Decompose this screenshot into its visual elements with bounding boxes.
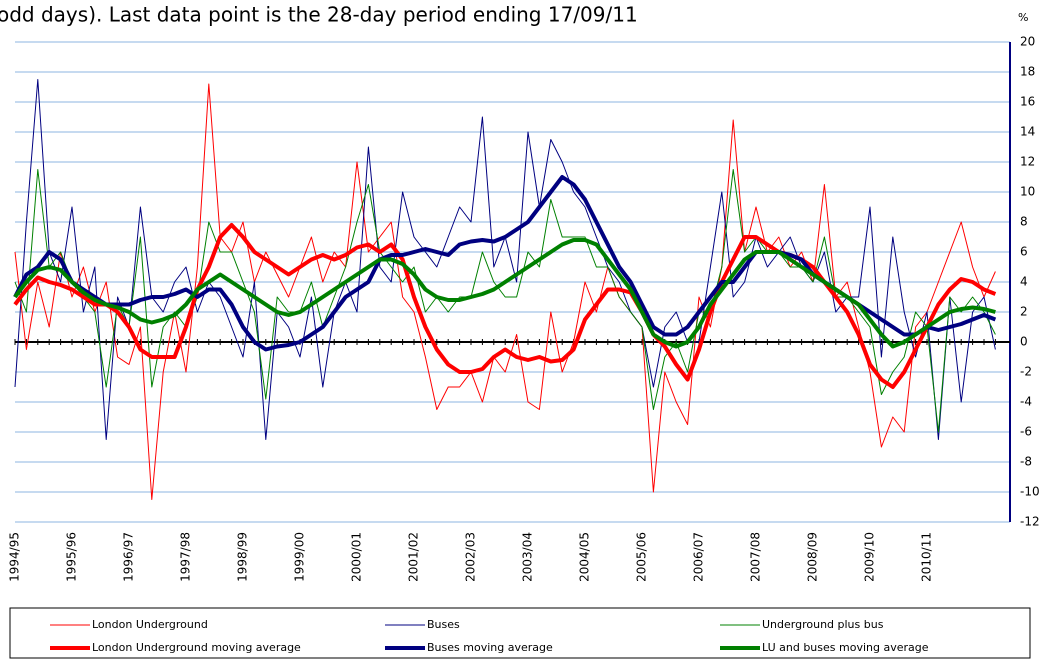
- y-tick-label: 6: [1020, 245, 1028, 259]
- y-axis-unit: %: [1018, 11, 1028, 24]
- x-tick-label: 2005/06: [635, 532, 649, 582]
- series-line: [13, 175, 997, 352]
- y-tick-label: 12: [1020, 155, 1035, 169]
- y-tick-label: 14: [1020, 125, 1035, 139]
- legend-label: Buses moving average: [427, 641, 553, 654]
- x-tick-label: 1995/96: [65, 532, 79, 582]
- y-tick-label: 20: [1020, 35, 1035, 49]
- y-tick-label: -2: [1020, 365, 1032, 379]
- legend-label: London Underground: [92, 618, 208, 631]
- x-tick-label: 2003/04: [521, 532, 535, 582]
- y-tick-label: 8: [1020, 215, 1028, 229]
- series-line: [14, 83, 996, 500]
- series-line: [13, 238, 996, 349]
- series-line: [13, 223, 997, 389]
- x-tick-label: 1998/99: [236, 532, 250, 582]
- y-tick-label: -8: [1020, 455, 1032, 469]
- x-tick-label: 2009/10: [863, 532, 877, 582]
- x-tick-label: 1996/97: [122, 532, 136, 582]
- x-tick-label: 2010/11: [920, 532, 934, 582]
- y-tick-label: -12: [1020, 515, 1040, 529]
- x-tick-label: 2000/01: [350, 532, 364, 582]
- series-line: [14, 169, 996, 433]
- y-tick-label: 4: [1020, 275, 1028, 289]
- legend-box: [9, 607, 1031, 659]
- legend-label: Underground plus bus: [762, 618, 884, 631]
- x-tick-label: 2001/02: [407, 532, 421, 582]
- y-tick-label: 18: [1020, 65, 1035, 79]
- x-tick-label: 1994/95: [8, 532, 22, 582]
- y-tick-label: 10: [1020, 185, 1035, 199]
- x-tick-label: 1999/00: [293, 532, 307, 582]
- legend-label: Buses: [427, 618, 460, 631]
- x-tick-label: 2002/03: [464, 532, 478, 582]
- x-tick-label: 2008/09: [806, 532, 820, 582]
- legend-label: London Underground moving average: [92, 641, 301, 654]
- y-tick-label: 0: [1020, 335, 1028, 349]
- x-tick-label: 2004/05: [578, 532, 592, 582]
- y-tick-label: -6: [1020, 425, 1032, 439]
- y-tick-label: -4: [1020, 395, 1032, 409]
- y-tick-label: 2: [1020, 305, 1028, 319]
- x-tick-label: 1997/98: [179, 532, 193, 582]
- y-tick-label: 16: [1020, 95, 1035, 109]
- x-tick-label: 2007/08: [749, 532, 763, 582]
- legend-label: LU and buses moving average: [762, 641, 929, 654]
- chart-title: odd days). Last data point is the 28-day…: [0, 3, 638, 27]
- x-tick-label: 2006/07: [692, 532, 706, 582]
- y-tick-label: -10: [1020, 485, 1040, 499]
